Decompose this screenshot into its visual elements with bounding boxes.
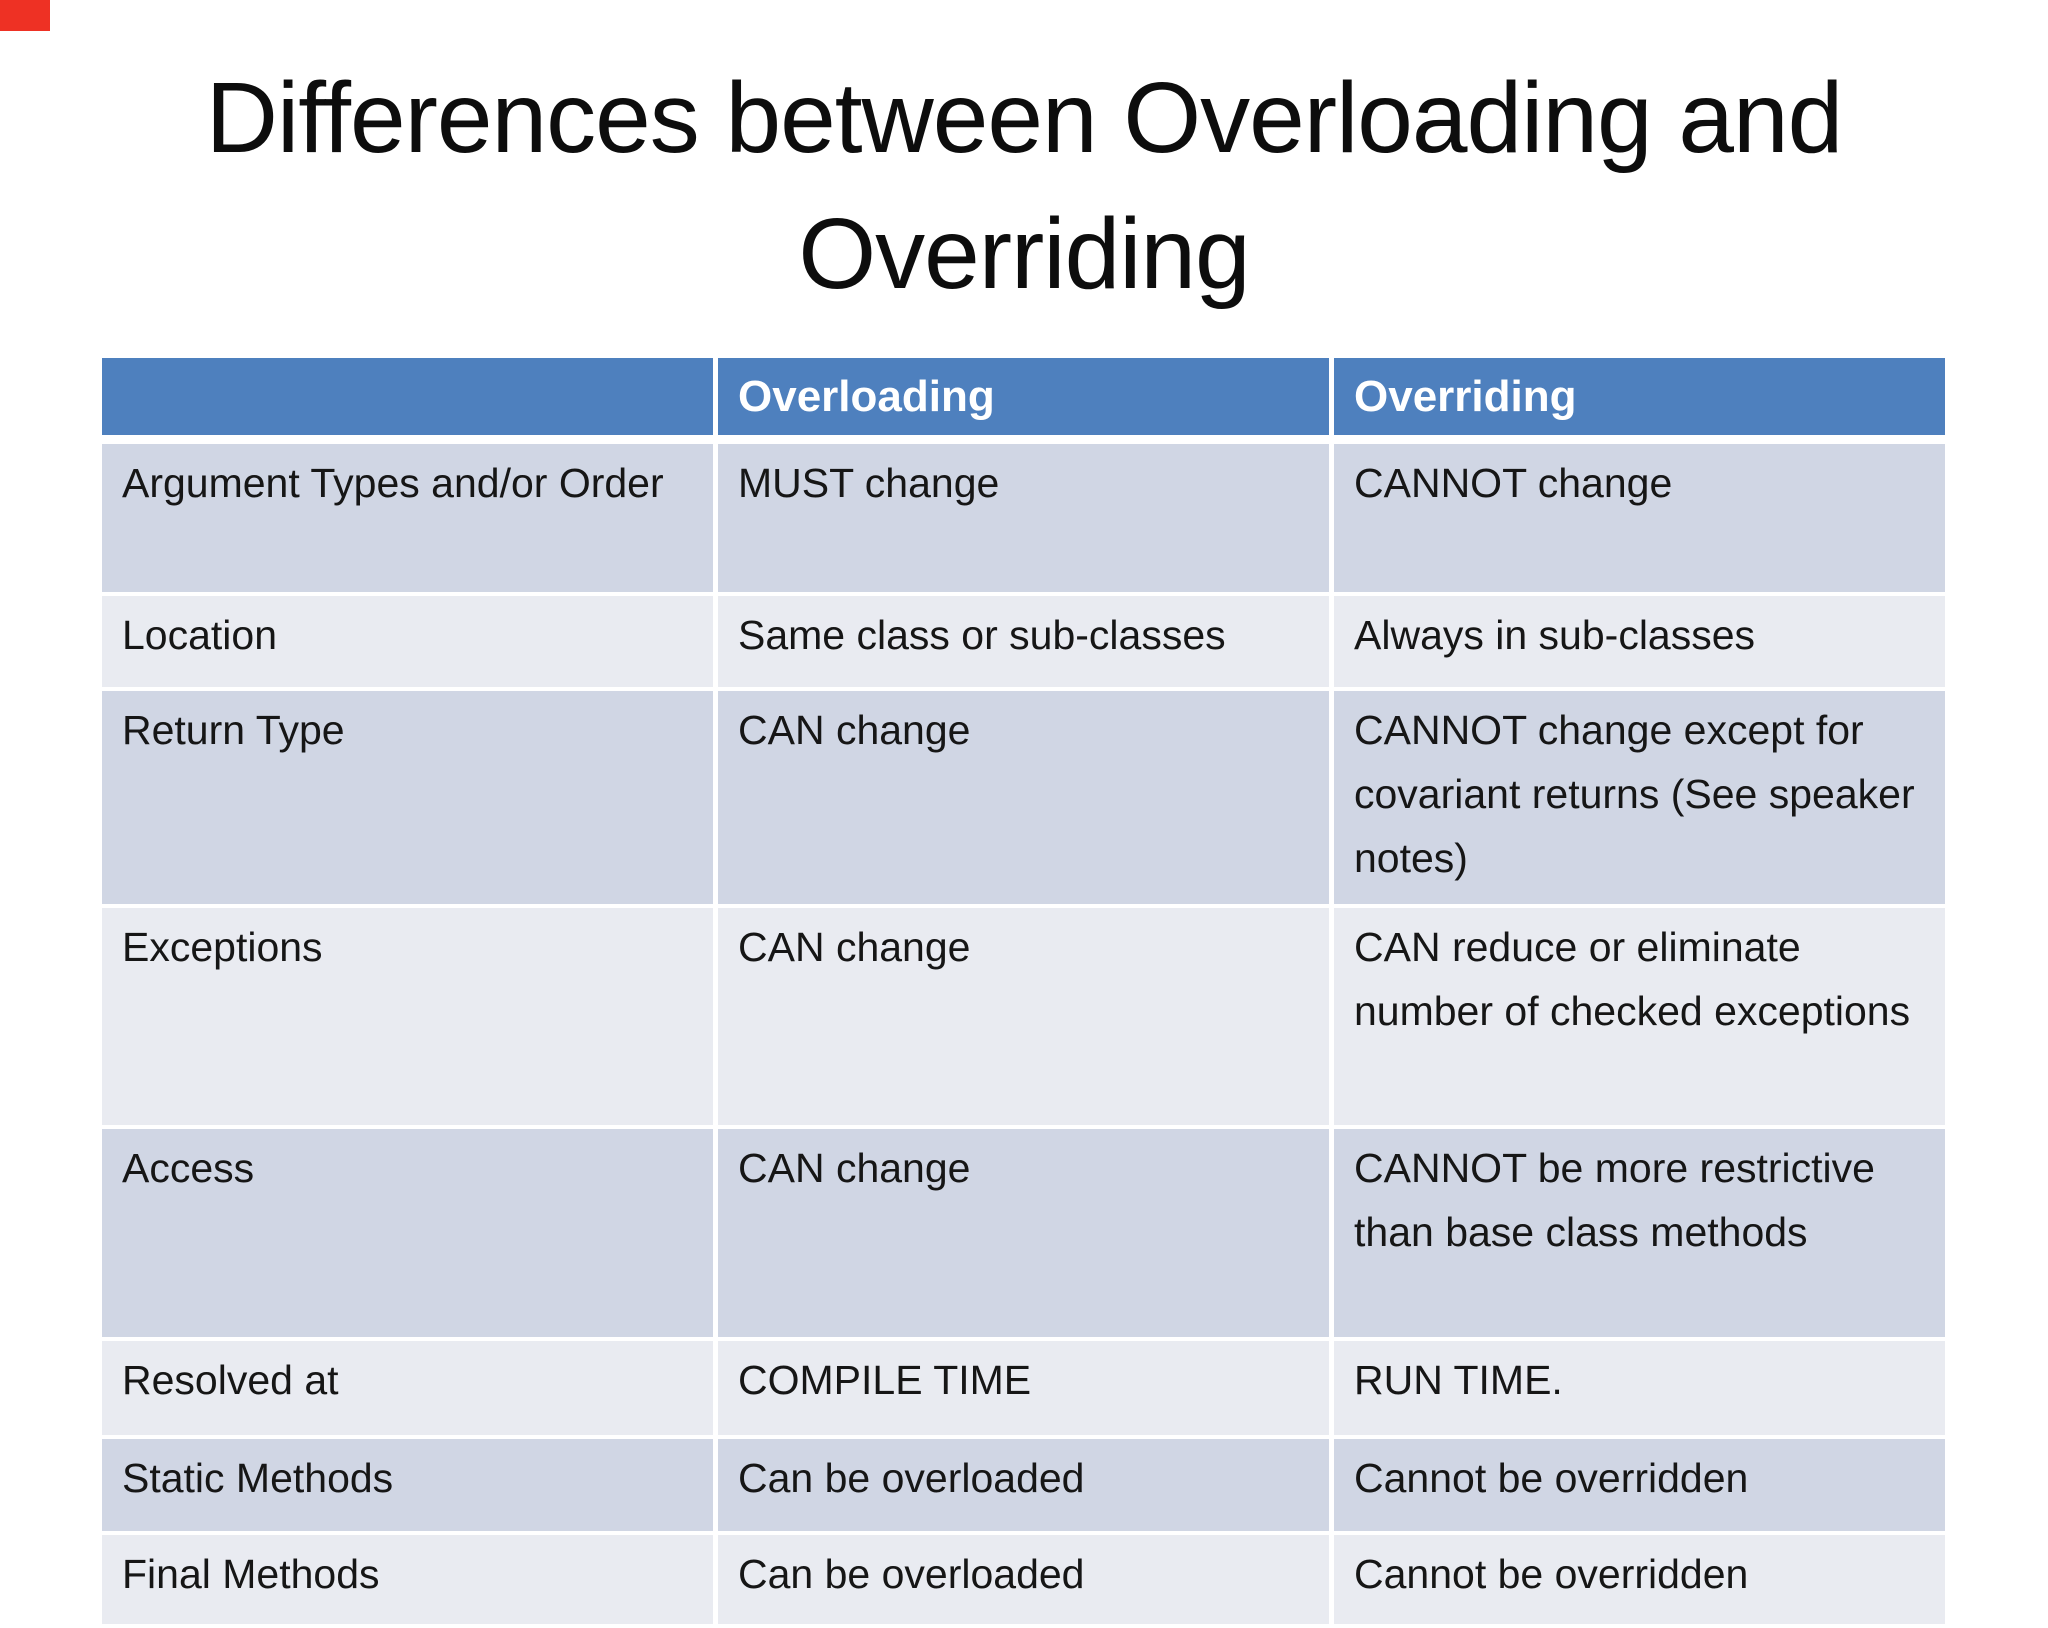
overriding-cell: Cannot be overridden — [1334, 1439, 1945, 1531]
row-label: Access — [102, 1129, 713, 1337]
corner-marker — [0, 0, 50, 31]
table-row: Resolved at COMPILE TIME RUN TIME. — [102, 1341, 1945, 1435]
overriding-cell: Always in sub-classes — [1334, 596, 1945, 687]
row-label: Resolved at — [102, 1341, 713, 1435]
overriding-cell: CANNOT change — [1334, 444, 1945, 592]
row-label: Final Methods — [102, 1535, 713, 1624]
slide-title-line1: Differences between Overloading and — [205, 62, 1843, 174]
table-row: Return Type CAN change CANNOT change exc… — [102, 691, 1945, 904]
slide-title-line2: Overriding — [798, 198, 1250, 310]
slide-title: Differences between Overloading and Over… — [0, 50, 2048, 322]
overloading-cell: Same class or sub-classes — [718, 596, 1329, 687]
header-cell-blank — [102, 358, 713, 440]
comparison-table-wrap: Overloading Overriding Argument Types an… — [97, 354, 1950, 1628]
overriding-cell: Cannot be overridden — [1334, 1535, 1945, 1624]
overloading-cell: CAN change — [718, 908, 1329, 1125]
table-row: Access CAN change CANNOT be more restric… — [102, 1129, 1945, 1337]
overloading-cell: CAN change — [718, 691, 1329, 904]
row-label: Location — [102, 596, 713, 687]
overriding-cell: CANNOT change except for covariant retur… — [1334, 691, 1945, 904]
table-row: Final Methods Can be overloaded Cannot b… — [102, 1535, 1945, 1624]
overriding-cell: CANNOT be more restrictive than base cla… — [1334, 1129, 1945, 1337]
overriding-cell: RUN TIME. — [1334, 1341, 1945, 1435]
header-cell-overriding: Overriding — [1334, 358, 1945, 440]
table-row: Argument Types and/or Order MUST change … — [102, 444, 1945, 592]
overloading-cell: CAN change — [718, 1129, 1329, 1337]
overloading-cell: MUST change — [718, 444, 1329, 592]
overloading-cell: Can be overloaded — [718, 1439, 1329, 1531]
row-label: Exceptions — [102, 908, 713, 1125]
row-label: Return Type — [102, 691, 713, 904]
table-row: Static Methods Can be overloaded Cannot … — [102, 1439, 1945, 1531]
header-cell-overloading: Overloading — [718, 358, 1329, 440]
overloading-cell: COMPILE TIME — [718, 1341, 1329, 1435]
header-row: Overloading Overriding — [102, 358, 1945, 440]
overriding-cell: CAN reduce or eliminate number of checke… — [1334, 908, 1945, 1125]
table-row: Location Same class or sub-classes Alway… — [102, 596, 1945, 687]
comparison-table: Overloading Overriding Argument Types an… — [97, 354, 1950, 1628]
row-label: Argument Types and/or Order — [102, 444, 713, 592]
table-row: Exceptions CAN change CAN reduce or elim… — [102, 908, 1945, 1125]
overloading-cell: Can be overloaded — [718, 1535, 1329, 1624]
row-label: Static Methods — [102, 1439, 713, 1531]
